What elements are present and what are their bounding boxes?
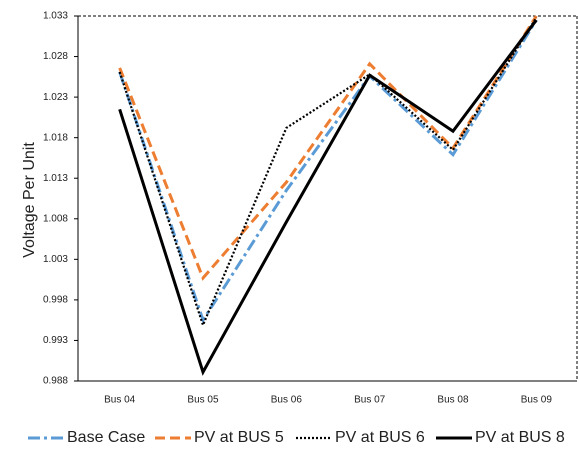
y-tick-label: 0.993 — [43, 335, 68, 346]
x-tick-label: Bus 09 — [521, 395, 553, 406]
x-tick-label: Bus 06 — [271, 395, 303, 406]
y-tick-label: 0.988 — [43, 376, 68, 387]
legend-label: PV at BUS 6 — [335, 429, 425, 446]
y-tick-label: 1.013 — [43, 173, 68, 184]
series-line — [118, 19, 538, 324]
y-tick-label: 1.003 — [43, 254, 68, 265]
legend-label: PV at BUS 5 — [194, 429, 284, 446]
x-tick-label: Bus 07 — [354, 395, 386, 406]
legend-label: Base Case — [67, 429, 145, 446]
x-tick-label: Bus 08 — [437, 395, 469, 406]
x-tick-label: Bus 04 — [104, 395, 136, 406]
y-tick-label: 1.023 — [43, 92, 68, 103]
y-tick-label: 1.028 — [43, 51, 68, 62]
y-tick-label: 1.018 — [43, 132, 68, 143]
y-axis-label: Voltage Per Unit — [21, 142, 38, 258]
y-tick-label: 1.008 — [43, 213, 68, 224]
series-line — [118, 19, 538, 376]
y-tick-label: 0.998 — [43, 295, 68, 306]
legend-label: PV at BUS 8 — [475, 429, 565, 446]
y-tick-label: 1.033 — [43, 11, 68, 22]
x-tick-label: Bus 05 — [187, 395, 219, 406]
series-line — [118, 17, 538, 329]
series-line — [118, 15, 538, 281]
